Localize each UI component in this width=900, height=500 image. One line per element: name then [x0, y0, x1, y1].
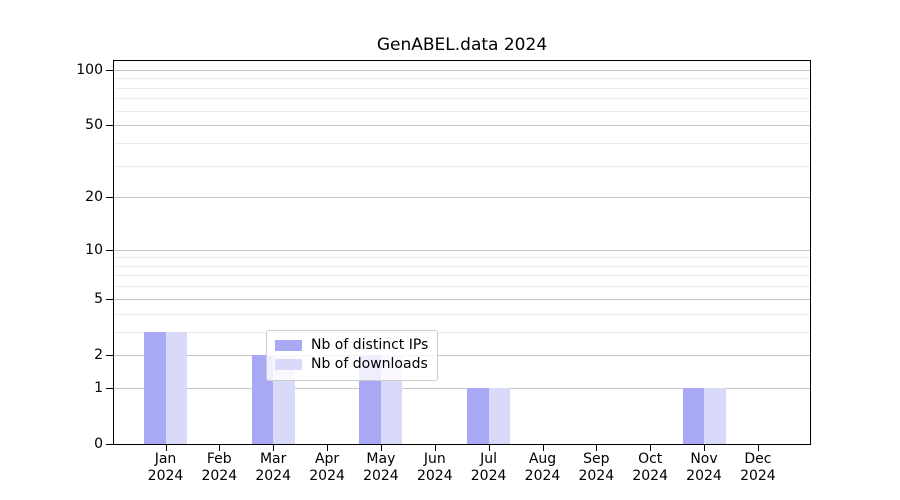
gridline-major [114, 354, 810, 356]
x-tick-label-line: Aug [528, 451, 557, 467]
y-tick [106, 354, 113, 356]
legend-label-distinct-ips: Nb of distinct IPs [311, 337, 429, 353]
x-tick-label: Dec 2024 [723, 451, 793, 485]
legend-entry-downloads: Nb of downloads [275, 355, 428, 374]
gridline-minor [114, 331, 810, 333]
x-tick-label: Jun 2024 [400, 451, 470, 485]
gridline-major [114, 69, 810, 71]
x-tick-label-line: May [366, 451, 396, 467]
y-tick-label: 0 [94, 436, 103, 452]
x-tick-label: Oct 2024 [615, 451, 685, 485]
gridline-minor [114, 142, 810, 144]
x-tick-label: Apr 2024 [292, 451, 362, 485]
bar-downloads-jan [165, 331, 187, 444]
x-tick [165, 444, 167, 451]
gridline-minor [114, 87, 810, 89]
gridline-minor [114, 165, 810, 167]
y-tick-label: 1 [94, 379, 103, 396]
gridline-minor [114, 110, 810, 112]
gridline-major [114, 298, 810, 300]
y-tick [106, 249, 113, 251]
x-tick-label: Nov 2024 [669, 451, 739, 485]
x-tick-label-line: Feb [206, 451, 232, 467]
x-tick [757, 444, 759, 451]
y-tick [106, 387, 113, 389]
x-tick [488, 444, 490, 451]
x-tick-label-line: 2024 [255, 468, 291, 484]
y-tick [106, 444, 113, 445]
legend: Nb of distinct IPs Nb of downloads [266, 330, 439, 381]
gridline-minor [114, 313, 810, 315]
x-tick [273, 444, 275, 451]
x-tick-label-line: 2024 [201, 468, 238, 484]
gridline-minor [114, 78, 810, 80]
legend-swatch-distinct-ips [275, 340, 302, 351]
x-tick [704, 444, 705, 451]
bar-distinct-ips-jul [467, 387, 489, 444]
y-tick [106, 298, 113, 300]
x-tick-label-line: 2024 [416, 468, 453, 484]
bar-distinct-ips-jan [144, 331, 166, 444]
gridline-major [114, 125, 810, 127]
x-tick-label-line: Jul [480, 451, 498, 467]
x-tick-label-line: 2024 [147, 468, 184, 484]
gridline-minor [114, 286, 810, 288]
x-tick-label-line: 2024 [632, 468, 668, 484]
legend-swatch-downloads [275, 359, 302, 370]
x-tick-label-line: 2024 [470, 468, 507, 484]
gridline-major [114, 249, 810, 251]
x-tick-label: Aug 2024 [508, 451, 578, 485]
gridline-minor [114, 275, 810, 277]
y-tick-label: 50 [85, 117, 103, 134]
x-tick [380, 444, 382, 451]
y-tick-label: 5 [94, 290, 103, 307]
x-tick-label: Jul 2024 [454, 451, 524, 485]
y-tick-label: 20 [85, 189, 103, 206]
x-tick-label-line: Nov [690, 451, 718, 467]
x-tick-label-line: Dec [744, 451, 772, 467]
x-tick-label: Jan 2024 [131, 451, 201, 485]
x-tick-label-line: 2024 [363, 468, 399, 484]
x-tick [434, 444, 436, 451]
x-tick-label-line: 2024 [524, 468, 561, 484]
y-tick-label: 100 [76, 61, 103, 78]
x-tick-label: Feb 2024 [184, 451, 254, 485]
x-tick [650, 444, 652, 451]
x-tick-label-line: Jan [154, 451, 177, 467]
chart-title: GenABEL.data 2024 [376, 35, 548, 55]
x-tick [219, 444, 221, 451]
gridline-major [114, 387, 810, 389]
y-tick [106, 197, 113, 199]
y-tick-label: 10 [85, 241, 103, 258]
bar-downloads-jul [488, 387, 511, 444]
x-tick-label-line: 2024 [309, 468, 345, 484]
x-tick-label-line: Jun [423, 451, 446, 467]
y-tick [106, 69, 113, 71]
x-tick [542, 444, 544, 451]
gridline-minor [114, 98, 810, 100]
x-tick-label: Mar 2024 [238, 451, 308, 485]
x-tick-label-line: Mar [259, 451, 287, 467]
bar-distinct-ips-nov [682, 387, 704, 444]
x-tick-label-line: 2024 [578, 468, 615, 484]
x-tick-label-line: Sep [583, 451, 610, 467]
gridline-minor [114, 257, 810, 259]
y-tick-label: 2 [94, 346, 103, 363]
x-tick-label-line: Apr [314, 451, 340, 467]
gridline-minor [114, 265, 810, 267]
x-tick [596, 444, 598, 451]
bar-downloads-nov [704, 387, 726, 444]
x-tick-label-line: 2024 [686, 468, 722, 484]
y-tick [106, 125, 113, 127]
legend-entry-distinct-ips: Nb of distinct IPs [275, 336, 428, 355]
x-tick-label: May 2024 [346, 451, 416, 485]
x-tick [327, 444, 329, 451]
gridline-major [114, 197, 810, 199]
legend-label-downloads: Nb of downloads [311, 356, 428, 372]
x-tick-label-line: Oct [638, 451, 663, 467]
plot-area [113, 60, 811, 445]
x-tick-label: Sep 2024 [561, 451, 631, 485]
x-tick-label-line: 2024 [740, 468, 776, 484]
